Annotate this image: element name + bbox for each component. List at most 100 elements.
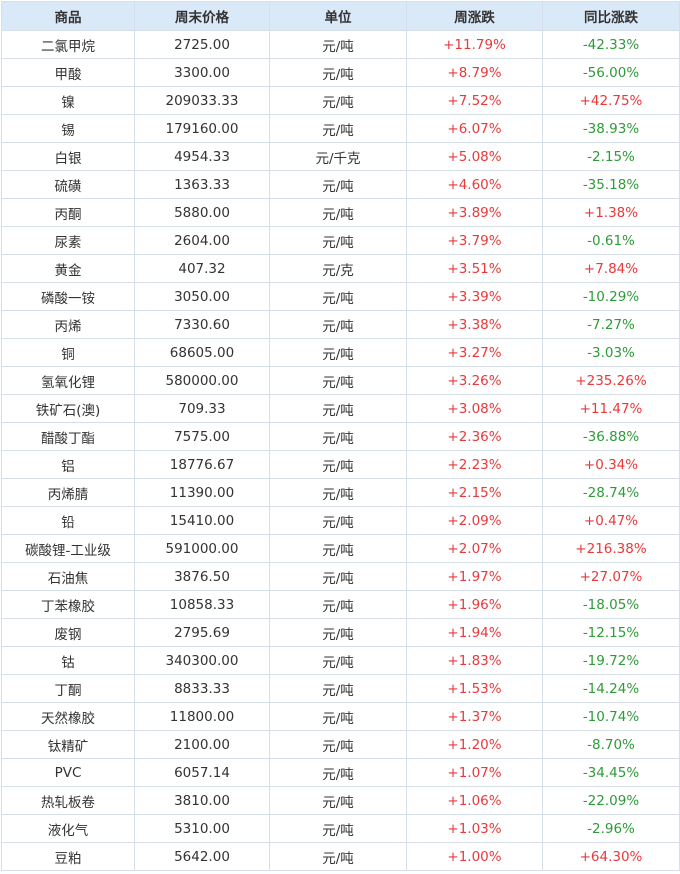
unit-cell: 元/吨	[269, 590, 407, 619]
yoy-change-cell: +0.47%	[542, 506, 680, 535]
unit-cell: 元/吨	[269, 478, 407, 507]
yoy-change-cell: -42.33%	[542, 30, 680, 59]
commodity-cell: 热轧板卷	[1, 786, 135, 815]
price-cell: 18776.67	[134, 450, 270, 479]
price-cell: 3876.50	[134, 562, 270, 591]
table-row: 丙烯腈 11390.00 元/吨 +2.15% -28.74%	[1, 478, 680, 507]
commodity-cell: 二氯甲烷	[1, 30, 135, 59]
price-cell: 580000.00	[134, 366, 270, 395]
table-row: 甲酸 3300.00 元/吨 +8.79% -56.00%	[1, 58, 680, 87]
unit-cell: 元/吨	[269, 114, 407, 143]
commodity-cell: 铝	[1, 450, 135, 479]
unit-cell: 元/吨	[269, 226, 407, 255]
unit-cell: 元/吨	[269, 58, 407, 87]
table-row: 废钢 2795.69 元/吨 +1.94% -12.15%	[1, 618, 680, 647]
yoy-change-cell: +1.38%	[542, 198, 680, 227]
commodity-cell: 硫磺	[1, 170, 135, 199]
table-row: 氢氧化锂 580000.00 元/吨 +3.26% +235.26%	[1, 366, 680, 395]
yoy-change-cell: -22.09%	[542, 786, 680, 815]
table-row: 尿素 2604.00 元/吨 +3.79% -0.61%	[1, 226, 680, 255]
yoy-change-cell: -0.61%	[542, 226, 680, 255]
price-cell: 15410.00	[134, 506, 270, 535]
header-weekly-change: 周涨跌	[406, 1, 543, 31]
yoy-change-cell: -28.74%	[542, 478, 680, 507]
yoy-change-cell: -10.74%	[542, 702, 680, 731]
table-row: 液化气 5310.00 元/吨 +1.03% -2.96%	[1, 814, 680, 843]
price-cell: 11800.00	[134, 702, 270, 731]
unit-cell: 元/吨	[269, 506, 407, 535]
table-row: 黄金 407.32 元/克 +3.51% +7.84%	[1, 254, 680, 283]
commodity-cell: 碳酸锂-工业级	[1, 534, 135, 563]
yoy-change-cell: -14.24%	[542, 674, 680, 703]
table-row: 锡 179160.00 元/吨 +6.07% -38.93%	[1, 114, 680, 143]
weekly-change-cell: +1.53%	[406, 674, 543, 703]
table-row: 铅 15410.00 元/吨 +2.09% +0.47%	[1, 506, 680, 535]
weekly-change-cell: +1.94%	[406, 618, 543, 647]
weekly-change-cell: +3.89%	[406, 198, 543, 227]
weekly-change-cell: +1.03%	[406, 814, 543, 843]
header-commodity: 商品	[1, 1, 135, 31]
price-cell: 340300.00	[134, 646, 270, 675]
price-cell: 709.33	[134, 394, 270, 423]
price-cell: 68605.00	[134, 338, 270, 367]
weekly-change-cell: +3.79%	[406, 226, 543, 255]
unit-cell: 元/千克	[269, 142, 407, 171]
table-row: 白银 4954.33 元/千克 +5.08% -2.15%	[1, 142, 680, 171]
commodity-cell: 醋酸丁酯	[1, 422, 135, 451]
yoy-change-cell: +235.26%	[542, 366, 680, 395]
price-cell: 2725.00	[134, 30, 270, 59]
table-row: 铁矿石(澳) 709.33 元/吨 +3.08% +11.47%	[1, 394, 680, 423]
price-cell: 3050.00	[134, 282, 270, 311]
yoy-change-cell: -2.15%	[542, 142, 680, 171]
table-row: 铝 18776.67 元/吨 +2.23% +0.34%	[1, 450, 680, 479]
commodity-cell: 丙烯	[1, 310, 135, 339]
weekly-change-cell: +7.52%	[406, 86, 543, 115]
table-row: 天然橡胶 11800.00 元/吨 +1.37% -10.74%	[1, 702, 680, 731]
weekly-change-cell: +1.96%	[406, 590, 543, 619]
unit-cell: 元/吨	[269, 674, 407, 703]
yoy-change-cell: +11.47%	[542, 394, 680, 423]
yoy-change-cell: -35.18%	[542, 170, 680, 199]
price-cell: 5642.00	[134, 842, 270, 871]
weekly-change-cell: +3.39%	[406, 282, 543, 311]
yoy-change-cell: +27.07%	[542, 562, 680, 591]
table-row: 磷酸一铵 3050.00 元/吨 +3.39% -10.29%	[1, 282, 680, 311]
commodity-cell: 磷酸一铵	[1, 282, 135, 311]
table-row: 丁酮 8833.33 元/吨 +1.53% -14.24%	[1, 674, 680, 703]
weekly-change-cell: +6.07%	[406, 114, 543, 143]
header-yoy-change: 同比涨跌	[542, 1, 680, 31]
unit-cell: 元/吨	[269, 198, 407, 227]
yoy-change-cell: -34.45%	[542, 758, 680, 787]
table-row: 醋酸丁酯 7575.00 元/吨 +2.36% -36.88%	[1, 422, 680, 451]
weekly-change-cell: +1.07%	[406, 758, 543, 787]
weekly-change-cell: +5.08%	[406, 142, 543, 171]
weekly-change-cell: +11.79%	[406, 30, 543, 59]
weekly-change-cell: +1.97%	[406, 562, 543, 591]
commodity-cell: 丁酮	[1, 674, 135, 703]
unit-cell: 元/吨	[269, 282, 407, 311]
yoy-change-cell: -56.00%	[542, 58, 680, 87]
yoy-change-cell: +7.84%	[542, 254, 680, 283]
unit-cell: 元/吨	[269, 30, 407, 59]
commodity-cell: 甲酸	[1, 58, 135, 87]
commodity-cell: 豆粕	[1, 842, 135, 871]
price-cell: 5880.00	[134, 198, 270, 227]
table-row: 镍 209033.33 元/吨 +7.52% +42.75%	[1, 86, 680, 115]
price-cell: 11390.00	[134, 478, 270, 507]
yoy-change-cell: -2.96%	[542, 814, 680, 843]
table-row: 丙烯 7330.60 元/吨 +3.38% -7.27%	[1, 310, 680, 339]
commodity-cell: 废钢	[1, 618, 135, 647]
table-row: 钛精矿 2100.00 元/吨 +1.20% -8.70%	[1, 730, 680, 759]
price-cell: 6057.14	[134, 758, 270, 787]
commodity-cell: 氢氧化锂	[1, 366, 135, 395]
price-cell: 407.32	[134, 254, 270, 283]
unit-cell: 元/吨	[269, 338, 407, 367]
yoy-change-cell: -18.05%	[542, 590, 680, 619]
commodity-cell: 黄金	[1, 254, 135, 283]
unit-cell: 元/吨	[269, 786, 407, 815]
yoy-change-cell: +0.34%	[542, 450, 680, 479]
commodity-cell: 液化气	[1, 814, 135, 843]
yoy-change-cell: -8.70%	[542, 730, 680, 759]
yoy-change-cell: +64.30%	[542, 842, 680, 871]
